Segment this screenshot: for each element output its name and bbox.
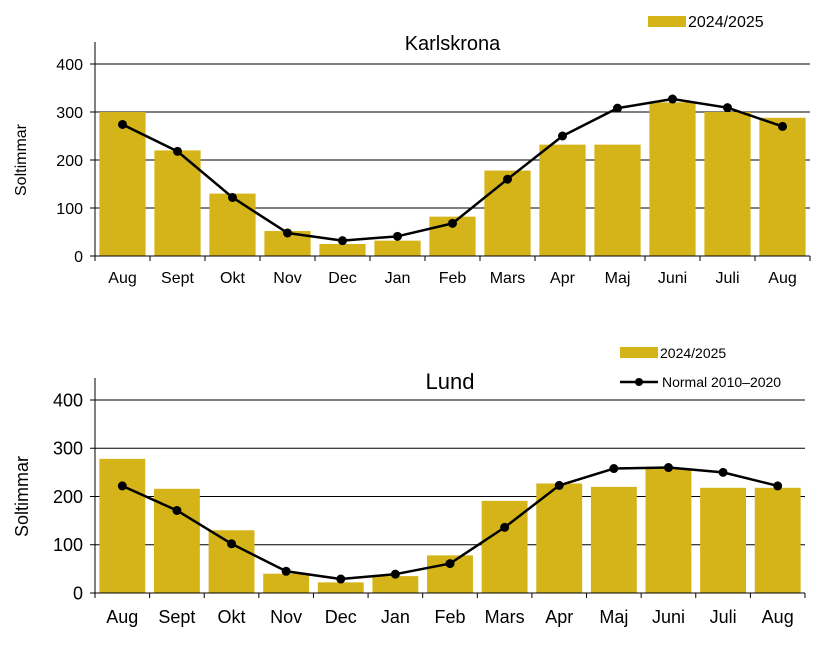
y-tick-label: 400: [56, 57, 83, 74]
bar: [536, 483, 583, 593]
line-point: [448, 218, 457, 228]
line-point: [390, 569, 400, 579]
x-tick-label: Aug: [762, 607, 794, 627]
line-point: [668, 94, 677, 104]
y-tick-label: 100: [53, 535, 83, 555]
line-point: [445, 559, 455, 569]
y-axis-label: Soltimmar: [13, 123, 30, 196]
x-tick-label: Juni: [658, 270, 687, 287]
legend-label: 2024/2025: [660, 345, 726, 361]
bar: [154, 150, 201, 256]
x-tick-label: Juni: [652, 607, 685, 627]
x-tick-label: Mars: [485, 607, 525, 627]
x-tick-label: Aug: [108, 270, 136, 287]
line-point: [723, 103, 732, 113]
legend-label: Normal 2010–2020: [662, 374, 781, 390]
line-point: [336, 574, 346, 584]
line-point: [227, 539, 237, 549]
line-point: [500, 522, 510, 532]
bar: [317, 582, 364, 593]
bar: [704, 112, 751, 256]
line-point: [173, 146, 182, 156]
line-point: [393, 231, 402, 241]
chart-title: Lund: [426, 369, 475, 394]
legend-label: 2024/2025: [688, 14, 764, 31]
line-point: [283, 228, 292, 238]
bar: [209, 193, 256, 256]
line-point: [281, 566, 291, 576]
line-point: [663, 463, 673, 473]
legend-swatch-bar: [648, 16, 686, 27]
bar: [594, 144, 641, 256]
x-tick-label: Nov: [270, 607, 302, 627]
x-tick-label: Juli: [710, 607, 737, 627]
line-point: [718, 467, 728, 477]
y-tick-label: 200: [56, 153, 83, 170]
y-tick-label: 300: [56, 105, 83, 122]
x-tick-label: Aug: [768, 270, 796, 287]
bar: [372, 576, 419, 593]
x-tick-label: Dec: [328, 270, 356, 287]
legend-swatch-marker: [635, 378, 643, 386]
bar: [759, 117, 806, 256]
legend-item: 2024/2025: [648, 14, 764, 31]
bar: [374, 240, 421, 256]
bar: [99, 112, 146, 256]
y-tick-label: 0: [74, 249, 83, 266]
line-point: [554, 480, 564, 490]
legend-item: 2024/2025: [620, 345, 726, 361]
line-point: [778, 121, 787, 131]
bar: [700, 487, 747, 593]
x-tick-label: Sept: [161, 270, 194, 287]
bar: [484, 170, 531, 256]
y-axis-label: Soltimmar: [12, 456, 32, 537]
chart-1: 0 100 200 300 400 Aug Sept Okt Nov Dec Jan Feb Mars A…: [13, 14, 811, 287]
line-point: [117, 481, 127, 491]
chart-2: 0 100 200 300 400 Aug Sept Okt Nov Dec Jan Feb Mars A…: [12, 345, 806, 627]
x-tick-label: Maj: [605, 270, 631, 287]
line-point: [503, 174, 512, 184]
line-point: [118, 119, 127, 129]
x-tick-label: Juli: [715, 270, 739, 287]
bar: [590, 486, 637, 593]
legend-item: Normal 2010–2020: [620, 374, 781, 390]
line-point: [613, 103, 622, 113]
x-tick-label: Jan: [385, 270, 411, 287]
bar: [539, 144, 586, 256]
x-tick-label: Apr: [545, 607, 573, 627]
y-tick-label: 0: [73, 583, 83, 603]
line-point: [773, 481, 783, 491]
y-tick-label: 100: [56, 201, 83, 218]
x-tick-label: Sept: [158, 607, 195, 627]
line-point: [172, 505, 182, 515]
y-tick-label: 300: [53, 439, 83, 459]
bar: [754, 487, 801, 593]
x-tick-label: Dec: [325, 607, 357, 627]
bar: [649, 102, 696, 257]
x-tick-label: Okt: [220, 270, 245, 287]
line-point: [228, 192, 237, 202]
x-tick-label: Apr: [550, 270, 576, 287]
x-tick-label: Nov: [273, 270, 301, 287]
line-point: [558, 131, 567, 141]
bar: [263, 573, 310, 593]
x-tick-label: Aug: [106, 607, 138, 627]
x-tick-label: Feb: [439, 270, 467, 287]
x-tick-label: Maj: [599, 607, 628, 627]
x-tick-label: Okt: [218, 607, 246, 627]
line-point: [609, 464, 619, 474]
y-tick-label: 200: [53, 487, 83, 507]
x-tick-label: Feb: [434, 607, 465, 627]
legend-swatch-bar: [620, 347, 658, 358]
bar: [645, 468, 692, 593]
x-tick-label: Mars: [490, 270, 526, 287]
x-tick-label: Jan: [381, 607, 410, 627]
bar: [319, 244, 366, 256]
y-tick-label: 400: [53, 390, 83, 410]
bar: [99, 458, 146, 593]
chart-title: Karlskrona: [405, 33, 501, 55]
line-point: [338, 236, 347, 246]
